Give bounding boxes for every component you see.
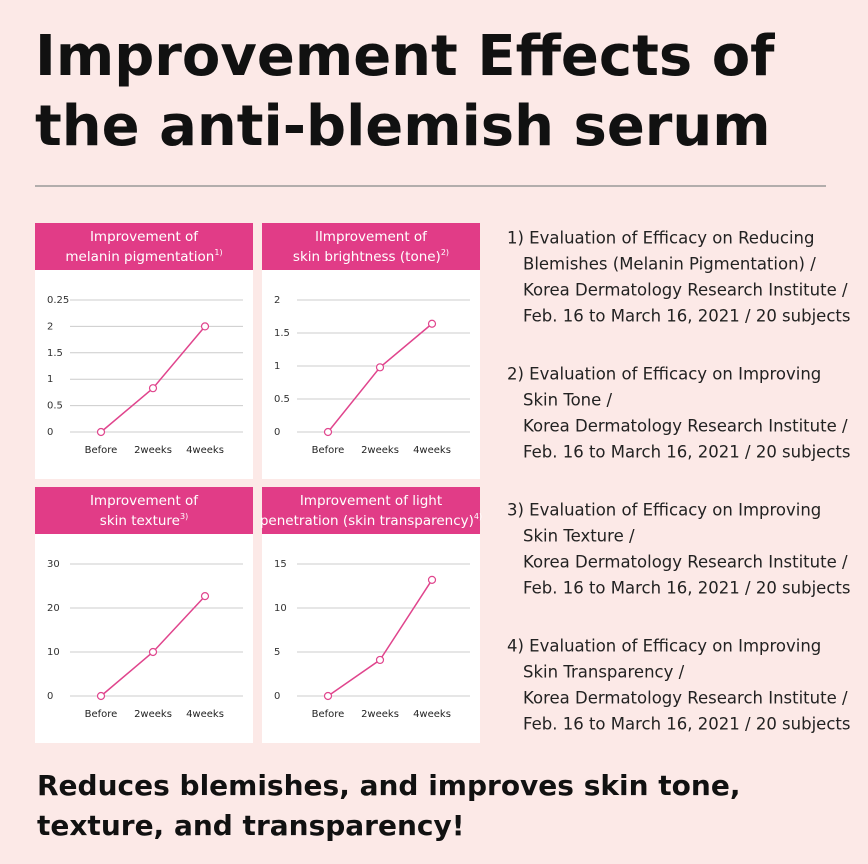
chart-title-line: melanin pigmentation [65, 249, 214, 265]
chart-title: Improvement of [90, 229, 199, 245]
chart-header [262, 223, 480, 270]
data-point [96, 691, 106, 701]
y-tick-label: 30 [47, 559, 60, 570]
data-point [427, 319, 437, 328]
y-tick-label: 15 [274, 559, 287, 570]
y-tick-label: 10 [47, 647, 60, 658]
x-tick-label: Before [85, 709, 118, 720]
data-point [200, 592, 210, 601]
y-tick-label: 0.25 [47, 295, 69, 306]
x-tick-label: 2weeks [134, 445, 172, 456]
note-line: Skin Tone / [523, 391, 613, 410]
x-tick-label: 4weeks [413, 445, 451, 456]
chart-title-line: Improvement of [90, 229, 199, 245]
y-tick-label: 2 [274, 295, 280, 306]
note-line: Feb. 16 to March 16, 2021 / 20 subjects [523, 715, 850, 734]
data-point [323, 427, 333, 437]
note-line: 1) Evaluation of Efficacy on Reducing [507, 229, 814, 248]
chart-header [35, 223, 253, 270]
y-tick-label: 0 [47, 691, 53, 702]
x-tick-label: Before [312, 709, 345, 720]
chart-title-mark: 3) [180, 512, 188, 521]
note-line: Feb. 16 to March 16, 2021 / 20 subjects [523, 443, 850, 462]
y-tick-label: 1 [274, 361, 280, 372]
note-line: Skin Texture / [523, 527, 635, 546]
note-line: 4) Evaluation of Efficacy on Improving [507, 637, 821, 656]
y-tick-label: 0 [274, 691, 280, 702]
chart-title-line: penetration (skin transparency) [260, 513, 474, 529]
x-tick-label: 4weeks [186, 445, 224, 456]
chart-title: Improvement of light [300, 493, 442, 509]
title-line: the anti-blemish serum [35, 94, 771, 159]
title-line: Improvement Effects of [35, 24, 775, 89]
data-point [200, 322, 210, 331]
footer-line: texture, and transparency! [37, 809, 465, 842]
chart-title: lImprovement of [315, 229, 428, 245]
y-tick-label: 1.5 [274, 328, 290, 339]
note-line: Korea Dermatology Research Institute / [523, 417, 848, 436]
x-tick-label: 4weeks [186, 709, 224, 720]
chart-header [262, 487, 480, 534]
x-tick-label: 4weeks [413, 709, 451, 720]
y-tick-label: 0 [47, 427, 53, 438]
note-line: 3) Evaluation of Efficacy on Improving [507, 501, 821, 520]
x-tick-label: 2weeks [361, 445, 399, 456]
chart-title: skin texture3) [100, 512, 188, 530]
chart-title-line: skin texture [100, 513, 180, 529]
x-tick-label: 2weeks [361, 709, 399, 720]
y-tick-label: 5 [274, 647, 280, 658]
x-tick-label: 2weeks [134, 709, 172, 720]
note-line: Korea Dermatology Research Institute / [523, 281, 848, 300]
y-tick-label: 1.5 [47, 348, 63, 359]
y-tick-label: 2 [47, 321, 53, 332]
y-tick-label: 20 [47, 603, 60, 614]
note-line: Feb. 16 to March 16, 2021 / 20 subjects [523, 579, 850, 598]
y-tick-label: 0.5 [274, 394, 290, 405]
chart-title-line: Improvement of [90, 493, 199, 509]
chart-title: melanin pigmentation1) [65, 248, 222, 266]
chart-title: skin brightness (tone)2) [293, 248, 449, 266]
note-line: 2) Evaluation of Efficacy on Improving [507, 365, 821, 384]
chart-title-line: Improvement of light [300, 493, 442, 509]
footer-line: Reduces blemishes, and improves skin ton… [37, 769, 740, 802]
note-line: Skin Transparency / [523, 663, 685, 682]
data-point [148, 384, 158, 393]
chart-title-line: skin brightness (tone) [293, 249, 441, 265]
data-point [96, 427, 106, 437]
y-tick-label: 0 [274, 427, 280, 438]
chart-title-mark: 4) [474, 512, 482, 521]
chart-title-mark: 1) [214, 248, 222, 257]
chart-title-mark: 2) [441, 248, 449, 257]
x-tick-label: Before [85, 445, 118, 456]
y-tick-label: 1 [47, 374, 53, 385]
note-line: Korea Dermatology Research Institute / [523, 689, 848, 708]
note-line: Korea Dermatology Research Institute / [523, 553, 848, 572]
y-tick-label: 10 [274, 603, 287, 614]
chart-title-line: lImprovement of [315, 229, 428, 245]
x-tick-label: Before [312, 445, 345, 456]
data-point [148, 647, 158, 657]
note-line: Blemishes (Melanin Pigmentation) / [523, 255, 816, 274]
note-line: Feb. 16 to March 16, 2021 / 20 subjects [523, 307, 850, 326]
data-point [375, 655, 385, 665]
chart-header [35, 487, 253, 534]
data-point [427, 575, 437, 584]
y-tick-label: 0.5 [47, 401, 63, 412]
chart-title: penetration (skin transparency)4) [260, 512, 482, 530]
chart-title: Improvement of [90, 493, 199, 509]
data-point [375, 363, 385, 372]
data-point [323, 691, 333, 701]
